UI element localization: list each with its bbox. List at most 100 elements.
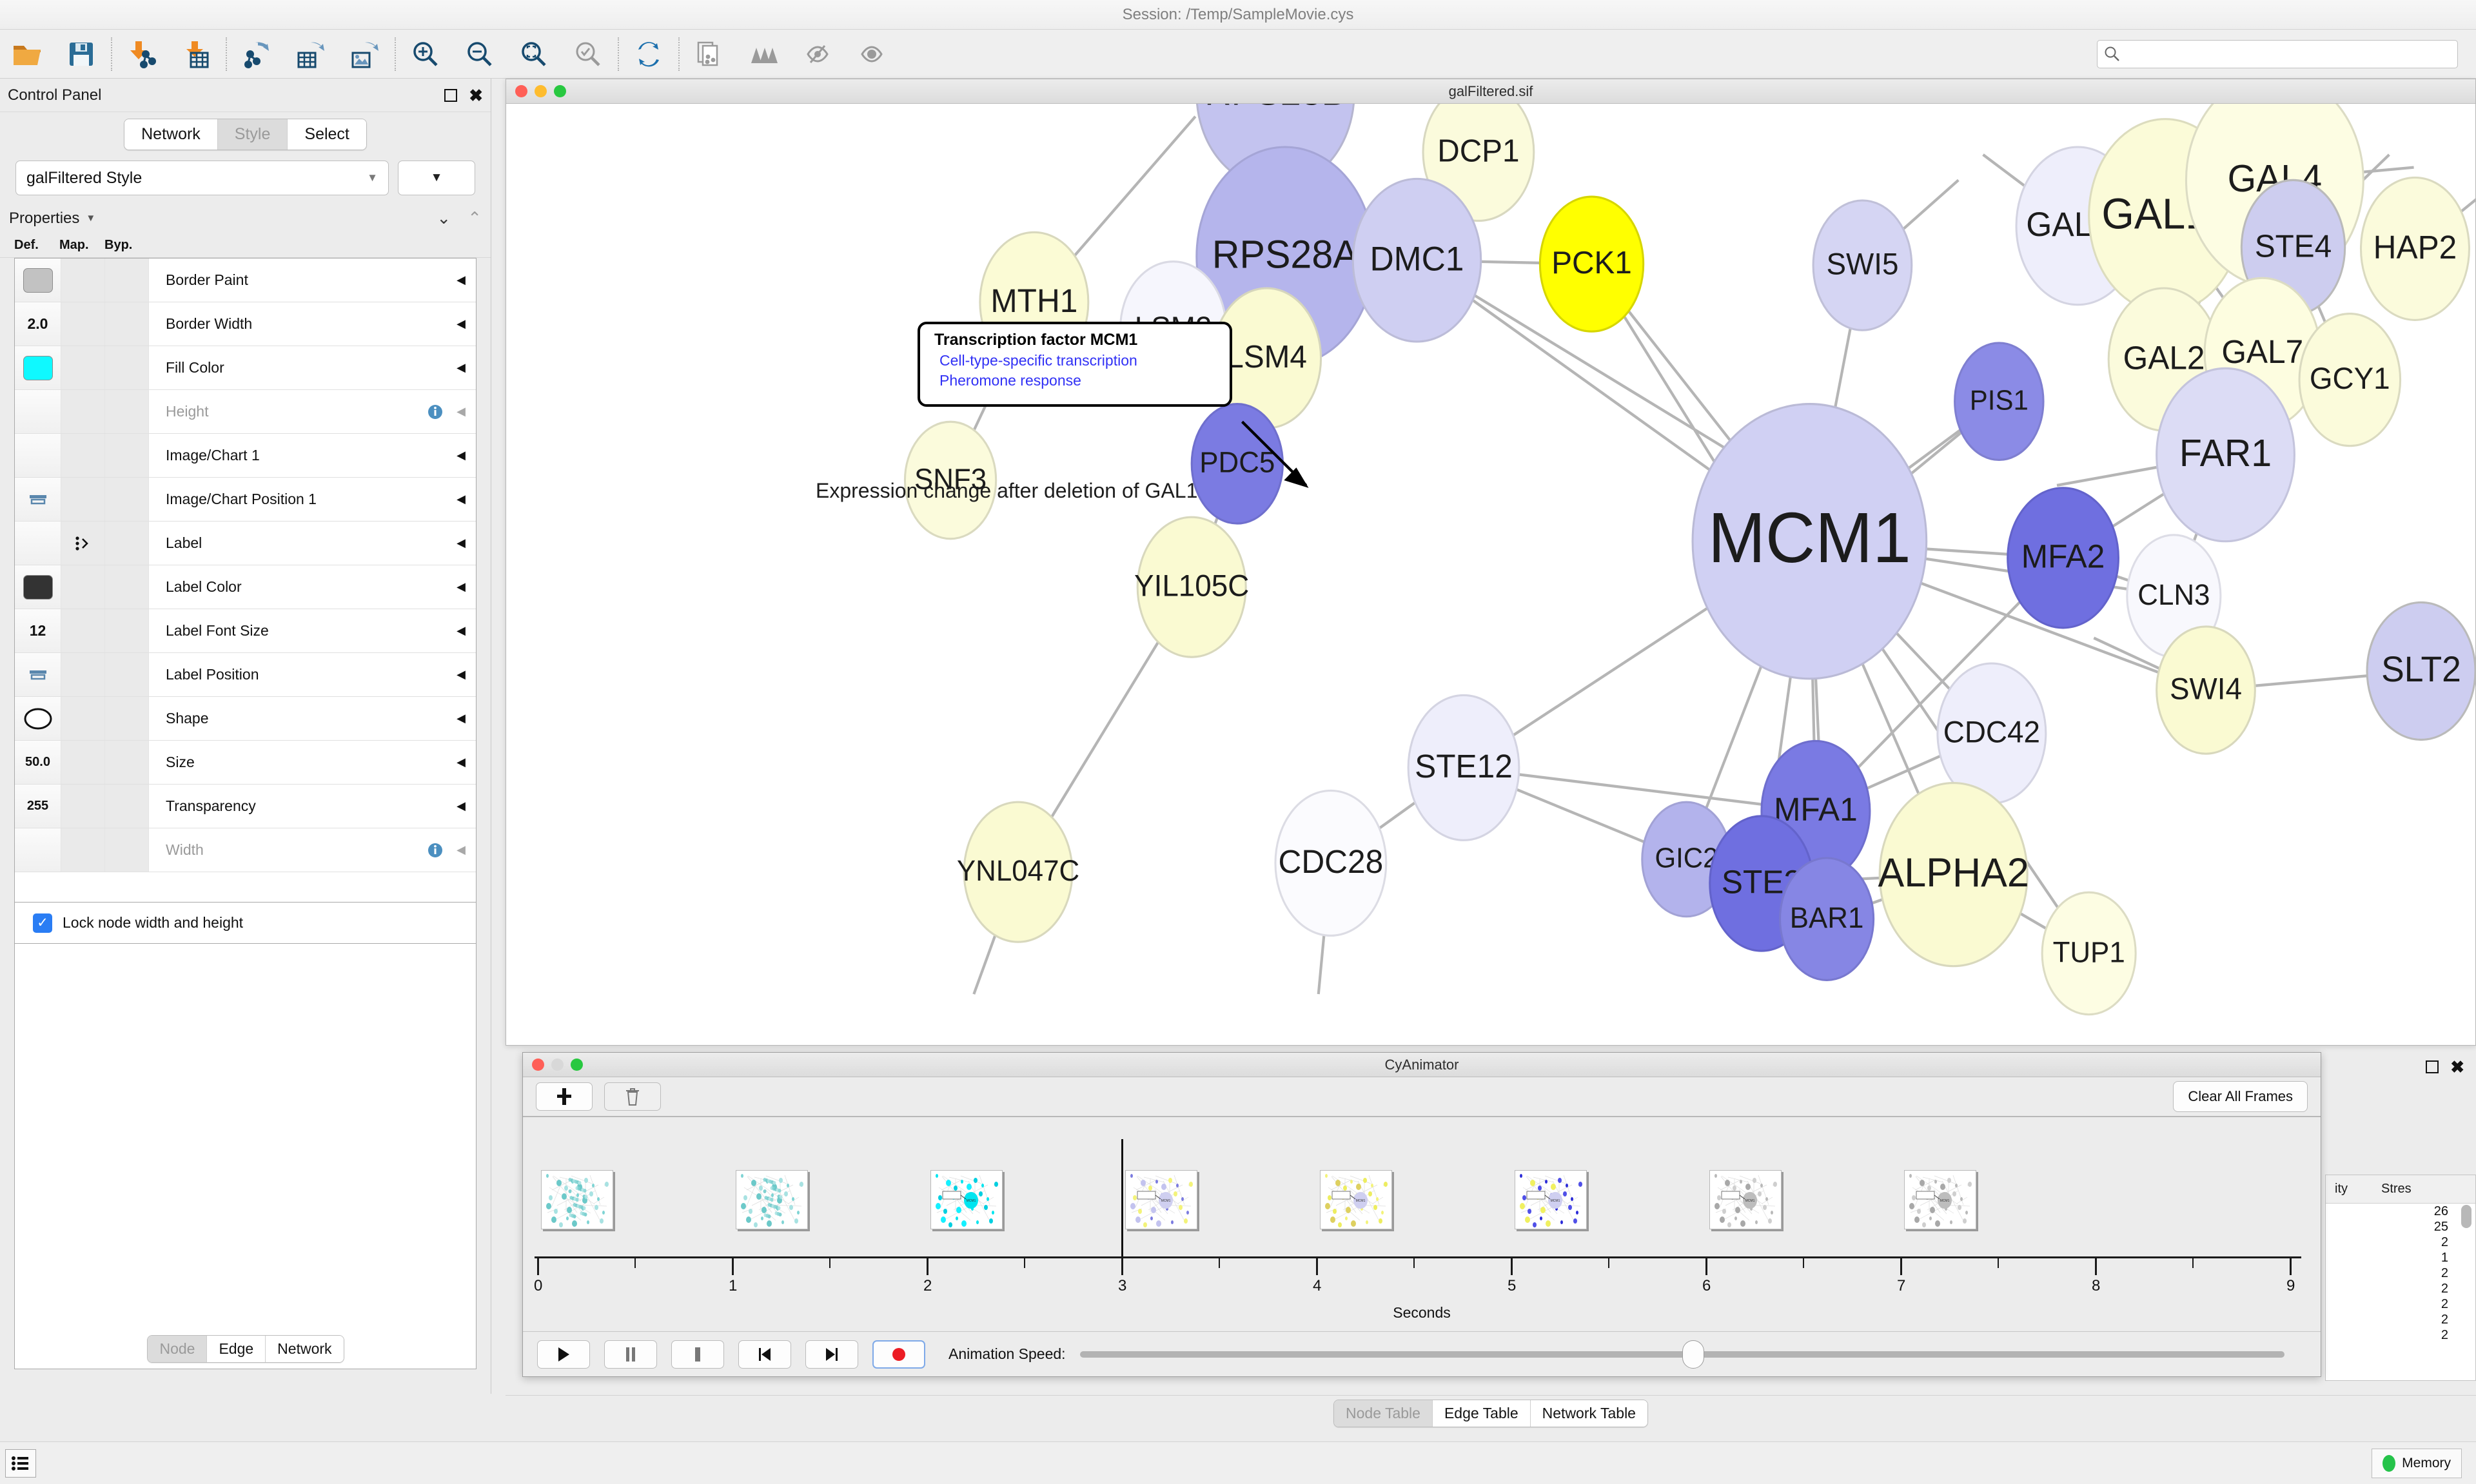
node-table-grid[interactable]: ity Stres 26 25 2 1 2 2 2 2 2 xyxy=(2325,1175,2476,1381)
property-default-cell[interactable] xyxy=(15,478,61,521)
node-shape[interactable] xyxy=(963,801,1074,943)
property-expand-arrow[interactable]: ◀ xyxy=(457,624,466,637)
property-bypass-cell[interactable] xyxy=(105,565,149,609)
maximize-icon[interactable] xyxy=(2426,1060,2439,1073)
tab-network-style[interactable]: Network xyxy=(266,1336,344,1362)
zoom-in-icon[interactable] xyxy=(398,30,453,79)
property-row[interactable]: 50.0 Size ◀ xyxy=(15,741,476,785)
animation-frame[interactable] xyxy=(541,1170,613,1229)
import-table-icon[interactable] xyxy=(169,30,223,79)
table-row[interactable]: 2 xyxy=(2441,1296,2448,1311)
node-shape[interactable] xyxy=(1538,195,1645,333)
property-row[interactable]: Label Color ◀ xyxy=(15,565,476,609)
record-button[interactable] xyxy=(872,1340,925,1369)
network-node[interactable]: YNL047C xyxy=(957,801,1079,943)
property-default-cell[interactable] xyxy=(15,434,61,477)
property-mapping-cell[interactable] xyxy=(61,653,105,696)
lock-node-size-row[interactable]: ✓ Lock node width and height xyxy=(14,903,477,944)
property-expand-arrow[interactable]: ◀ xyxy=(457,712,466,725)
network-node[interactable]: PDC5 xyxy=(1190,403,1284,525)
property-row[interactable]: Border Paint ◀ xyxy=(15,259,476,302)
property-bypass-cell[interactable] xyxy=(105,653,149,696)
animation-speed-slider[interactable] xyxy=(1079,1340,2284,1369)
network-node[interactable]: HAP2 xyxy=(2359,176,2470,321)
node-shape[interactable] xyxy=(2359,176,2470,321)
tab-edge-table[interactable]: Edge Table xyxy=(1432,1400,1531,1427)
table-row[interactable]: 1 xyxy=(2441,1250,2448,1265)
property-bypass-cell[interactable] xyxy=(105,785,149,828)
open-folder-icon[interactable] xyxy=(0,30,54,79)
property-expand-arrow[interactable]: ◀ xyxy=(457,799,466,812)
add-frame-button[interactable] xyxy=(536,1082,593,1111)
table-scrollbar[interactable] xyxy=(2461,1205,2471,1228)
export-image-icon[interactable] xyxy=(338,30,392,79)
minimize-window-button[interactable] xyxy=(551,1059,564,1071)
property-bypass-cell[interactable] xyxy=(105,828,149,872)
close-window-button[interactable] xyxy=(515,85,527,97)
property-bypass-cell[interactable] xyxy=(105,522,149,565)
animation-frame[interactable]: MCM1 xyxy=(930,1170,1003,1229)
property-expand-arrow[interactable]: ◀ xyxy=(457,273,466,286)
property-mapping-cell[interactable] xyxy=(61,609,105,652)
lock-checkbox[interactable]: ✓ xyxy=(33,913,52,933)
network-node[interactable]: MCM1 xyxy=(1691,403,1928,680)
tab-node[interactable]: Node xyxy=(148,1336,208,1362)
property-expand-arrow[interactable]: ◀ xyxy=(457,317,466,330)
network-node[interactable]: PCK1 xyxy=(1538,195,1645,333)
fit-content-icon[interactable] xyxy=(561,30,615,79)
column-header-betweenness[interactable]: ity xyxy=(2335,1182,2348,1196)
maximize-window-button[interactable] xyxy=(554,85,566,97)
node-shape[interactable] xyxy=(2156,625,2256,755)
table-row[interactable]: 2 xyxy=(2441,1312,2448,1327)
prev-frame-button[interactable] xyxy=(738,1340,791,1369)
property-bypass-cell[interactable] xyxy=(105,609,149,652)
property-row[interactable]: 2.0 Border Width ◀ xyxy=(15,302,476,346)
network-canvas[interactable]: RPS28BDCP1RPS28ADMC1PCK1SWI5GAL80GAL11GA… xyxy=(506,104,2475,1045)
property-default-cell[interactable] xyxy=(15,565,61,609)
hide-icon[interactable] xyxy=(791,30,845,79)
network-node[interactable]: FAR1 xyxy=(2156,367,2295,543)
export-table-icon[interactable] xyxy=(284,30,338,79)
property-mapping-cell[interactable] xyxy=(61,697,105,740)
network-node[interactable]: LSM4 xyxy=(1212,287,1322,429)
network-node[interactable]: TUP1 xyxy=(2041,891,2137,1016)
property-default-cell[interactable] xyxy=(15,259,61,302)
property-expand-arrow[interactable]: ◀ xyxy=(457,493,466,505)
tab-edge[interactable]: Edge xyxy=(207,1336,266,1362)
refresh-icon[interactable] xyxy=(622,30,676,79)
property-row[interactable]: 12 Label Font Size ◀ xyxy=(15,609,476,653)
property-row[interactable]: Image/Chart Position 1 ◀ xyxy=(15,478,476,522)
property-mapping-cell[interactable] xyxy=(61,346,105,389)
tab-network[interactable]: Network xyxy=(124,119,218,150)
network-node[interactable]: CDC28 xyxy=(1274,789,1388,937)
stop-button[interactable] xyxy=(671,1340,724,1369)
property-bypass-cell[interactable] xyxy=(105,390,149,433)
close-icon[interactable]: ✖ xyxy=(469,85,483,105)
property-default-cell[interactable] xyxy=(15,653,61,696)
node-shape[interactable] xyxy=(1878,781,2029,968)
property-expand-arrow[interactable]: ◀ xyxy=(457,361,466,374)
next-frame-button[interactable] xyxy=(805,1340,858,1369)
zoom-out-icon[interactable] xyxy=(453,30,507,79)
network-node[interactable]: BAR1 xyxy=(1779,857,1875,981)
table-row[interactable]: 2 xyxy=(2441,1327,2448,1342)
node-annotation-box[interactable]: Transcription factor MCM1 Cell-type-spec… xyxy=(918,322,1232,407)
import-network-icon[interactable] xyxy=(115,30,169,79)
property-expand-arrow[interactable]: ◀ xyxy=(457,668,466,681)
save-icon[interactable] xyxy=(54,30,108,79)
node-shape[interactable] xyxy=(2298,312,2402,447)
node-shape[interactable] xyxy=(2041,891,2137,1016)
node-shape[interactable] xyxy=(1691,403,1928,680)
network-node[interactable]: YIL105C xyxy=(1134,516,1249,658)
network-graph[interactable]: RPS28BDCP1RPS28ADMC1PCK1SWI5GAL80GAL11GA… xyxy=(506,104,2475,1045)
tab-style[interactable]: Style xyxy=(217,119,288,150)
property-default-cell[interactable]: 255 xyxy=(15,785,61,828)
property-expand-arrow[interactable]: ◀ xyxy=(457,536,466,549)
style-select[interactable]: galFiltered Style ▼ xyxy=(15,161,389,195)
node-shape[interactable] xyxy=(1812,199,1913,331)
collapse-all-icon[interactable]: ⌃ xyxy=(467,208,482,228)
network-node[interactable]: SNF3 xyxy=(903,420,997,540)
zoom-selected-icon[interactable] xyxy=(507,30,561,79)
property-default-cell[interactable]: 2.0 xyxy=(15,302,61,346)
property-row[interactable]: Label Position ◀ xyxy=(15,653,476,697)
